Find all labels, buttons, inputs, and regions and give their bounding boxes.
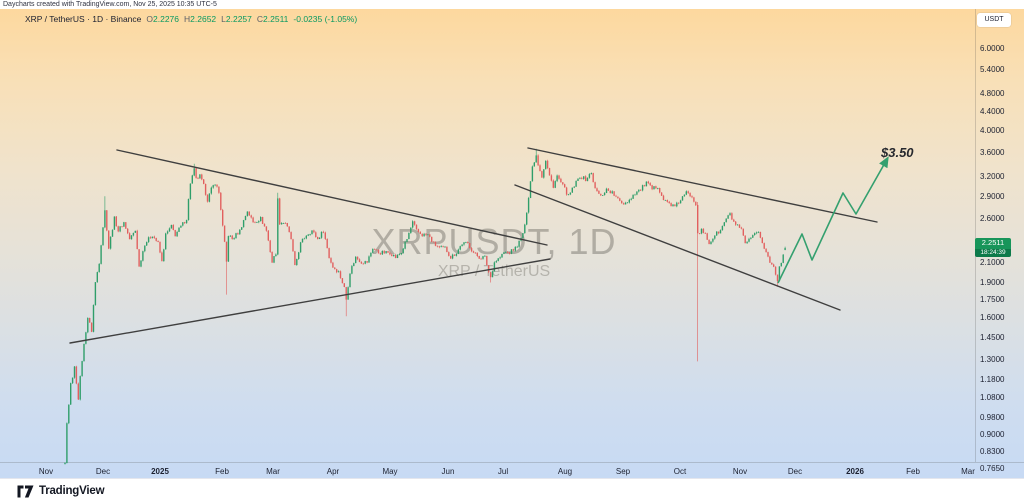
price-tick: 5.4000 [980,64,1005,74]
right-wedge-upper-trendline[interactable] [527,147,878,223]
price-tick: 0.9000 [980,430,1005,440]
legend-high-value: 2.2652 [190,14,217,24]
legend-high-label: H [184,14,191,24]
price-tick: 2.1000 [980,257,1005,267]
time-tick: Jun [441,467,455,476]
price-tick: 1.4500 [980,333,1005,343]
price-tick: 2.6000 [980,214,1005,224]
price-tick: 1.3000 [980,355,1005,365]
bottom-bar: TradingView [0,478,1024,503]
legend-symbol-title: XRP / TetherUS · 1D · Binance [25,14,142,24]
time-tick: Apr [326,467,340,476]
time-tick: 2025 [151,467,169,476]
price-tick: 4.8000 [980,89,1005,98]
time-tick: Mar [961,467,975,476]
price-tick: 4.4000 [980,106,1005,116]
projection-zigzag-arrow[interactable] [777,156,889,284]
price-tick: 1.9000 [980,277,1005,287]
chart-area[interactable]: XRPUSDT, 1D XRP / TetherUS XRP / TetherU… [0,9,1024,478]
tradingview-logo-icon[interactable] [17,485,34,498]
legend-close-label: C [256,14,264,24]
symbol-legend[interactable]: XRP / TetherUS · 1D · Binance O2.2276 H2.2… [25,14,357,24]
time-tick: Nov [38,467,54,476]
time-tick: Mar [266,467,280,476]
legend-low-value: 2.2257 [225,14,252,24]
legend-open-value: 2.2276 [153,14,180,24]
price-target-label[interactable]: $3.50 [881,145,914,160]
price-tick: 1.7500 [980,294,1005,304]
legend-close-value: 2.2511 [263,14,289,24]
legend-change-value: -0.0235 (-1.05%) [293,14,358,24]
time-tick: Dec [787,467,803,476]
time-axis-separator [0,462,1024,463]
currency-toggle-button[interactable]: USDT [977,13,1011,27]
time-tick: Aug [557,467,573,476]
price-tick: 3.6000 [980,147,1005,157]
time-tick: Feb [215,467,229,476]
watermark-name: XRP / TetherUS [437,263,551,280]
price-tick: 2.9000 [980,191,1005,201]
time-tick: Feb [906,467,920,476]
price-tick: 0.9800 [980,412,1005,422]
price-tick: 1.6000 [980,313,1005,323]
attribution-text: Daycharts created with TradingView.com, … [3,1,217,8]
time-tick: Jul [497,467,509,476]
time-tick: Dec [95,467,111,476]
time-tick: Oct [673,467,687,476]
price-axis-separator [975,9,976,462]
last-price-badge: 2.2511 18:24:39 [975,238,1011,258]
watermark-symbol: XRPUSDT, 1D [371,221,617,262]
time-tick: Sep [615,467,631,476]
price-tick: 4.0000 [980,126,1005,136]
time-tick: Nov [732,467,748,476]
price-tick: 0.7650 [980,463,1005,473]
price-tick: 1.1800 [980,375,1005,385]
last-price-value: 2.2511 [975,238,1011,249]
price-tick: 6.0000 [980,43,1005,53]
price-tick: 0.8300 [980,446,1005,456]
legend-low-label: L [221,14,226,24]
symbol-watermark: XRPUSDT, 1D XRP / TetherUS [371,222,616,282]
price-tick: 1.0800 [980,393,1005,403]
bar-countdown: 18:24:39 [975,248,1011,258]
price-tick: 3.2000 [980,171,1005,181]
legend-open-label: O [146,14,154,24]
tradingview-brand-text[interactable]: TradingView [39,485,105,497]
time-tick: 2026 [846,467,864,476]
time-tick: May [382,467,398,476]
candle-series [64,148,786,465]
